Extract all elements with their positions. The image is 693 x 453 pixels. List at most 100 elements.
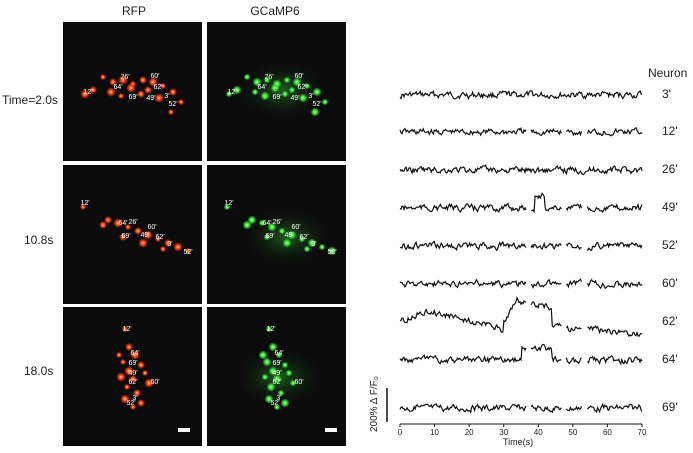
cell-blob xyxy=(282,238,292,248)
scale-bar xyxy=(178,428,190,432)
cell-label: 60' xyxy=(294,379,303,386)
cell-blob xyxy=(99,73,107,81)
cell-blob xyxy=(285,369,293,377)
cell-label: 12' xyxy=(266,326,275,333)
cell-label: 3' xyxy=(132,395,137,402)
panel-gcamp-t2: 12' 64' 26' 60' 69' 49' 62' 3' 52' xyxy=(207,165,346,304)
cell-blob xyxy=(129,375,137,383)
cell-label: 60' xyxy=(291,224,300,231)
cell-blob xyxy=(243,73,251,81)
cell-label: 64' xyxy=(118,220,127,227)
trace-52 xyxy=(399,240,643,252)
cell-blob xyxy=(159,82,167,90)
neuron-label: 60' xyxy=(662,276,678,290)
trace-60 xyxy=(399,278,643,290)
cell-blob xyxy=(148,77,158,87)
cell-blob xyxy=(109,78,117,86)
cell-blob xyxy=(124,223,132,231)
cell-blob xyxy=(268,342,278,352)
cell-blob xyxy=(144,378,154,388)
panel-rfp-t3: 12' 64' 69' 49' 62' 60' 3' 52' xyxy=(63,307,202,446)
cell-label: 62' xyxy=(153,84,162,91)
cell-blob xyxy=(263,76,271,84)
cell-label: 49' xyxy=(272,370,281,377)
column-header-gcamp6: GCaMP6 xyxy=(250,4,300,18)
cell-blob xyxy=(125,343,133,351)
trace-26 xyxy=(399,164,643,176)
neuron-label: 69' xyxy=(662,400,678,414)
cell-blob xyxy=(106,87,116,97)
x-tick-label: 10 xyxy=(430,428,440,437)
panel-gcamp-t3: 12' 64' 69' 49' 62' 60' 3' 52' xyxy=(207,307,346,446)
cell-label: 3' xyxy=(276,395,281,402)
cell-label: 64' xyxy=(130,350,139,357)
cell-blob xyxy=(129,403,137,411)
neuron-header: Neuron xyxy=(648,66,688,80)
cell-blob xyxy=(327,246,337,256)
cell-blob xyxy=(262,357,272,367)
cell-label: 64' xyxy=(262,220,271,227)
cell-label: 52' xyxy=(270,400,279,407)
cell-label: 26' xyxy=(264,74,273,81)
cell-blob xyxy=(263,233,271,241)
trace-69 xyxy=(399,402,643,414)
cell-blob xyxy=(321,98,329,106)
cell-blob xyxy=(307,238,317,248)
cell-blob xyxy=(177,98,185,106)
column-header-rfp: RFP xyxy=(122,4,146,18)
cell-label: 12' xyxy=(224,200,233,207)
cell-blob xyxy=(124,366,134,376)
neuron-label: 12' xyxy=(662,124,678,138)
cell-label: 52' xyxy=(327,249,336,256)
cell-blob xyxy=(232,85,242,95)
cell-blob xyxy=(277,389,285,397)
cell-label: 60' xyxy=(147,224,156,231)
neuron-label: 52' xyxy=(662,238,678,252)
cell-label: 64' xyxy=(274,350,283,357)
cell-blob xyxy=(265,325,273,333)
neuron-label: 49' xyxy=(662,200,678,214)
cell-blob xyxy=(116,372,126,382)
cell-label: 60' xyxy=(294,73,303,80)
cell-blob xyxy=(137,361,145,369)
cell-blob xyxy=(184,247,192,255)
cell-label: 12' xyxy=(83,89,92,96)
cell-blob xyxy=(281,90,289,98)
cell-blob xyxy=(137,399,145,407)
cell-label: 12' xyxy=(227,89,236,96)
cell-blob xyxy=(260,91,270,101)
cell-blob xyxy=(251,88,259,96)
cell-blob xyxy=(126,83,136,93)
cell-label: 52' xyxy=(168,101,177,108)
cell-blob xyxy=(134,227,142,235)
cell-blob xyxy=(292,77,302,87)
cell-label: 62' xyxy=(155,234,164,241)
cell-blob xyxy=(138,238,148,248)
cell-blob xyxy=(275,351,283,359)
x-tick-label: 70 xyxy=(637,428,647,437)
cell-blob xyxy=(289,379,297,387)
cell-label: 49' xyxy=(146,95,155,102)
cell-blob xyxy=(79,203,87,211)
cell-label: 49' xyxy=(140,232,149,239)
cell-blob xyxy=(287,230,297,240)
panel-rfp-t2: 12' 64' 26' 60' 69' 49' 62' 3' 52' xyxy=(63,165,202,304)
cell-label: 69' xyxy=(128,94,137,101)
cell-blob xyxy=(261,373,269,381)
x-tick-label: 0 xyxy=(397,428,403,437)
cell-label: 64' xyxy=(257,84,266,91)
x-tick-label: 40 xyxy=(533,428,543,437)
cell-blob xyxy=(310,107,320,117)
trace-3 xyxy=(399,89,643,100)
cell-label: 3' xyxy=(311,241,316,248)
cell-label: 26' xyxy=(120,74,129,81)
cell-label: 49' xyxy=(284,232,293,239)
cell-blob xyxy=(280,398,290,408)
cell-blob xyxy=(258,219,266,227)
cell-label: 69' xyxy=(272,360,281,367)
cell-blob xyxy=(104,216,112,224)
cell-blob xyxy=(312,87,322,97)
cell-blob xyxy=(123,383,131,391)
cell-label: 52' xyxy=(183,249,192,256)
cell-blob xyxy=(303,245,311,253)
